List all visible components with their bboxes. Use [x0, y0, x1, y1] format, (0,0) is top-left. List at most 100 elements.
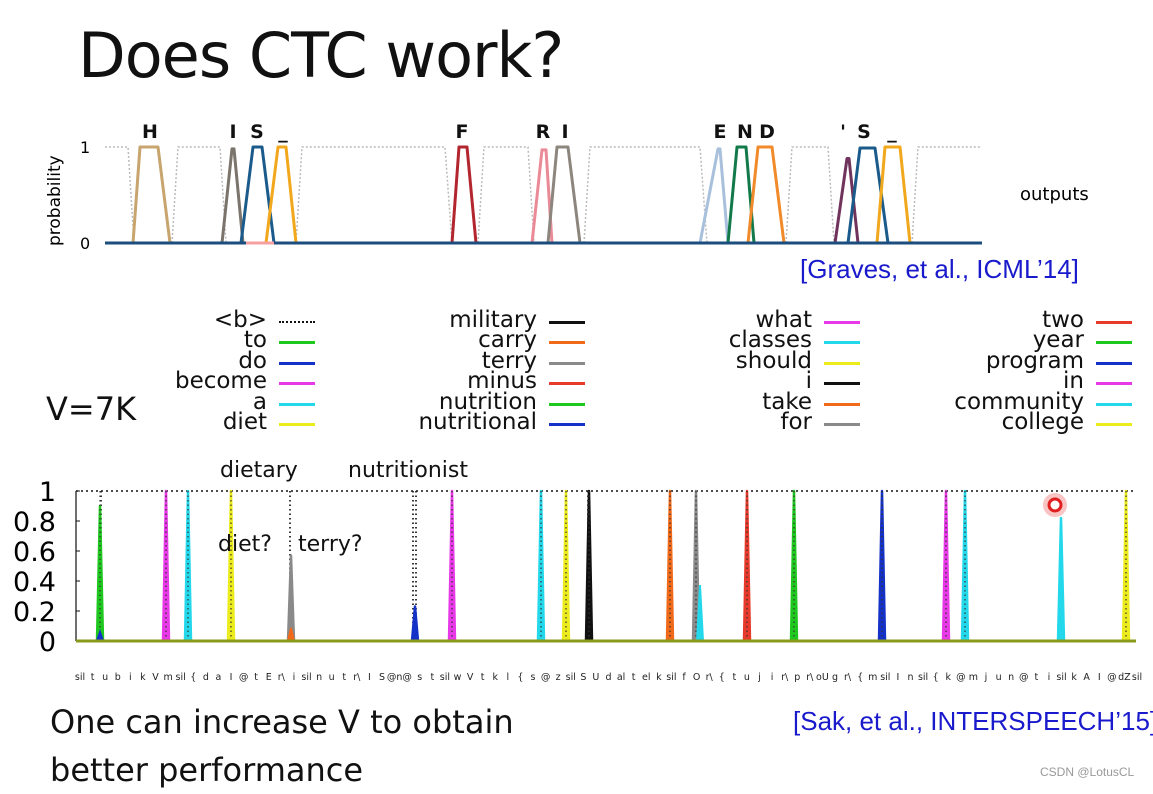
- legend-entry: a: [15, 388, 315, 415]
- letter-label: H: [142, 121, 158, 143]
- x-tick-label: V: [152, 672, 159, 683]
- letter-label: F: [456, 121, 469, 143]
- legend-label: a: [252, 388, 267, 415]
- legend-swatch: [279, 341, 315, 345]
- legend-label: become: [174, 368, 267, 395]
- legend-label: carry: [478, 327, 537, 354]
- letter-label: N: [737, 121, 753, 143]
- x-tick-label: s: [417, 672, 422, 683]
- x-tick-label: g: [832, 672, 838, 683]
- legend-label: i: [805, 368, 812, 395]
- legend-label: in: [1063, 368, 1084, 395]
- x-tick-label: sil: [75, 672, 85, 683]
- legend-label: take: [762, 388, 812, 415]
- legend-entry: college: [832, 410, 1132, 434]
- legend-label: diet: [222, 408, 267, 435]
- probability-spike-S: [239, 145, 276, 244]
- letter-label: R: [536, 121, 551, 143]
- x-tick-label: @: [1107, 672, 1117, 683]
- x-tick-label: @: [541, 672, 551, 683]
- conclusion-line-1: One can increase V to obtain: [50, 703, 514, 741]
- legend-label: military: [449, 307, 537, 333]
- legend-label: do: [238, 347, 267, 374]
- legend-swatch: [549, 422, 585, 426]
- x-tick-label: @n: [387, 672, 403, 683]
- annotation-nutritionist: nutritionist: [348, 458, 469, 483]
- legend-entry: two: [832, 308, 1132, 332]
- probability-spike-H: [131, 145, 172, 244]
- x-tick-label: u: [744, 672, 750, 683]
- letter-label: I: [229, 121, 236, 143]
- x-tick-label: t: [481, 672, 485, 683]
- y-tick-label: 0.6: [13, 537, 56, 568]
- legend-entry: terry: [285, 347, 585, 374]
- letter-label: S: [857, 121, 871, 143]
- x-tick-label: r\: [353, 672, 361, 683]
- x-tick-label: sil: [666, 672, 676, 683]
- x-tick-label: r\: [781, 672, 789, 683]
- x-tick-label: sil: [1132, 672, 1142, 683]
- x-tick-label: u: [996, 672, 1002, 683]
- x-tick-label: al: [617, 672, 625, 683]
- legend-label: nutrition: [438, 388, 537, 415]
- probability-spike-_: [264, 145, 298, 244]
- x-tick-label: U: [592, 672, 599, 683]
- x-tick-label: S: [580, 672, 586, 683]
- x-tick-label: d: [203, 672, 209, 683]
- letter-label: _: [278, 121, 288, 143]
- x-tick-label: sil: [918, 672, 928, 683]
- letter-label: I: [561, 121, 568, 143]
- legend-swatch: [549, 361, 585, 365]
- x-tick-label: t: [254, 672, 258, 683]
- x-tick-label: sil: [1056, 672, 1066, 683]
- legend-entry: military: [285, 307, 585, 333]
- legend-swatch: [279, 321, 315, 323]
- y-tick-label: 0.8: [13, 507, 56, 538]
- letter-label: S: [250, 121, 264, 143]
- legend-entry: carry: [285, 327, 585, 354]
- legend-entry: <b>: [15, 307, 315, 333]
- legend-swatch: [1096, 361, 1132, 365]
- x-tick-label: i: [129, 672, 132, 683]
- x-tick-label: I: [897, 672, 900, 683]
- x-tick-label: t: [430, 672, 434, 683]
- legend-entry: nutritional: [285, 410, 585, 434]
- blank-probability-line: [105, 146, 982, 244]
- x-tick-label: @: [956, 672, 966, 683]
- x-tick-label: @: [1019, 672, 1029, 683]
- legend-label: minus: [467, 368, 537, 395]
- legend-entry: community: [832, 390, 1132, 414]
- legend-label: to: [243, 327, 267, 354]
- legend-entry: diet: [15, 408, 315, 435]
- legend-entry: program: [832, 349, 1132, 373]
- x-tick-label: S: [379, 672, 385, 683]
- legend-swatch: [824, 321, 860, 324]
- x-tick-label: sil: [566, 672, 576, 683]
- x-tick-label: l: [507, 672, 510, 683]
- x-tick-label: m: [969, 672, 978, 683]
- x-tick-label: n: [316, 672, 322, 683]
- x-tick-label: oU: [816, 672, 829, 683]
- letter-label: ': [840, 121, 846, 143]
- small-spike-do: [96, 628, 104, 642]
- x-tick-label: t: [91, 672, 95, 683]
- legend-entry: do: [15, 347, 315, 374]
- x-tick-label: f: [682, 672, 686, 683]
- x-tick-label: r\: [278, 672, 286, 683]
- x-tick-label: s: [531, 672, 536, 683]
- legend-entry: classes: [560, 328, 860, 352]
- probability-spike-N: [726, 145, 756, 244]
- word-spike-community: [1056, 516, 1066, 642]
- x-tick-label: z: [556, 672, 561, 683]
- x-tick-label: u: [102, 672, 108, 683]
- y-tick-label: 0.2: [13, 597, 56, 628]
- legend-swatch: [1096, 341, 1132, 345]
- letter-label: _: [887, 121, 897, 143]
- legend-label: terry: [481, 347, 537, 374]
- x-tick-label: O: [693, 672, 700, 683]
- x-tick-label: t: [632, 672, 636, 683]
- x-tick-label: r\: [806, 672, 814, 683]
- legend-label: <b>: [213, 307, 267, 333]
- x-tick-label: r\: [844, 672, 852, 683]
- legend-swatch: [1096, 402, 1132, 406]
